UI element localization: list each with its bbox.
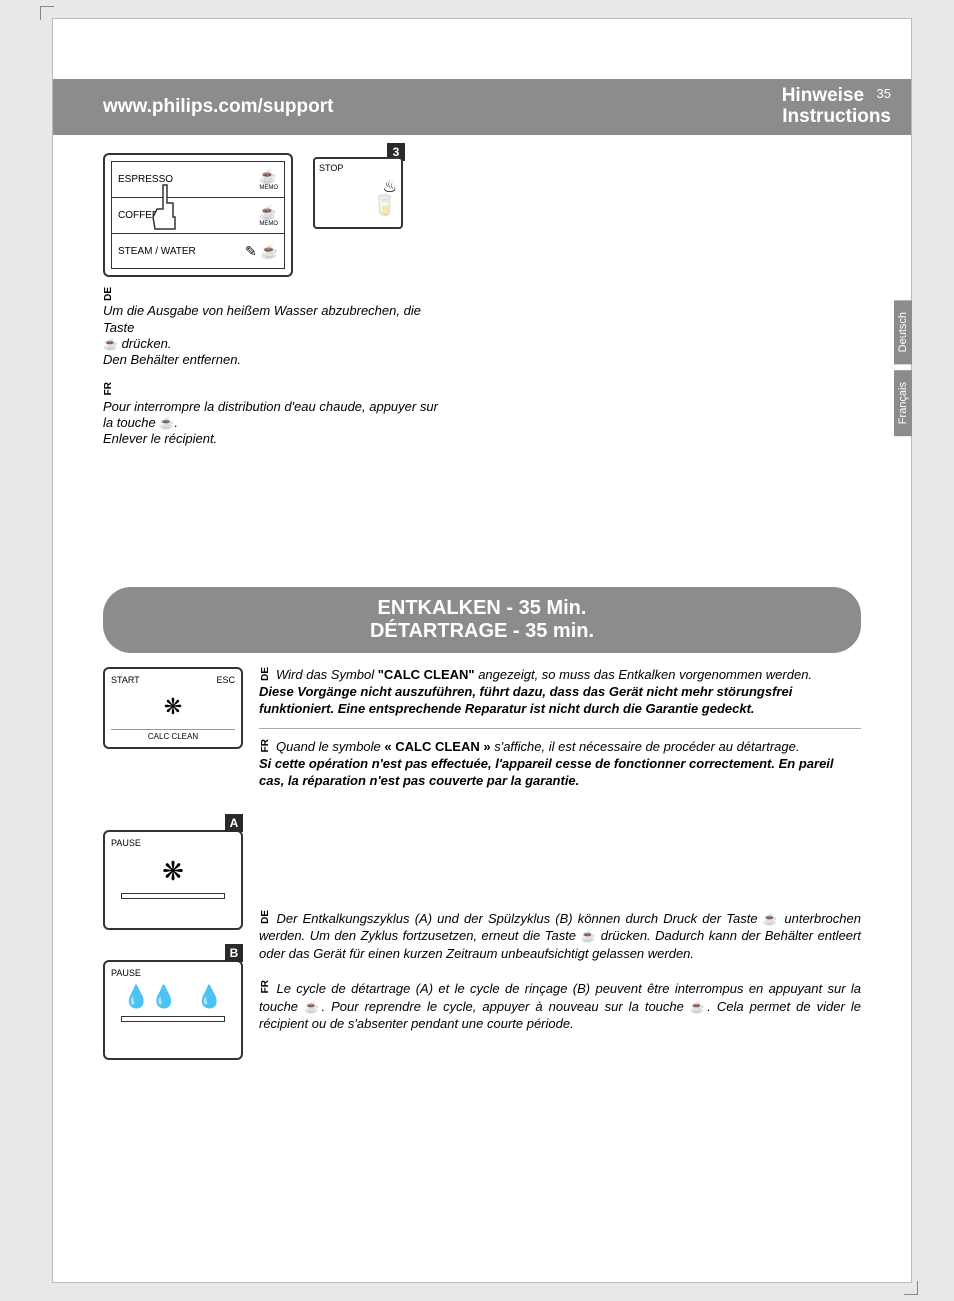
lang-badge-fr: FR: [259, 739, 272, 752]
espresso-button[interactable]: ESPRESSO ☕MEMO: [111, 161, 285, 197]
memo-label: MEMO: [259, 221, 278, 227]
steam-label: STEAM / WATER: [118, 246, 196, 257]
machine-screen: ESPRESSO ☕MEMO COFFEE ☕MEMO STEAM / WATE…: [103, 153, 293, 277]
caption-text: Den Behälter entfernen.: [103, 352, 241, 367]
banner-de: ENTKALKEN - 35 Min.: [103, 597, 861, 620]
lang-badge-de: DE: [259, 910, 273, 924]
stop-label: STOP: [319, 163, 397, 173]
language-side-tabs: Deutsch Français: [894, 300, 912, 443]
badge-b: B: [225, 944, 243, 962]
desc-text: s'affiche, il est nécessaire de procéder…: [491, 739, 800, 754]
memo-label: MEMO: [259, 185, 278, 191]
lang-badge-de: DE: [259, 667, 272, 681]
header-bar: www.philips.com/support Hinweise 35 Inst…: [53, 79, 911, 135]
pause-screen-b: B PAUSE 💧💧 💧: [103, 960, 243, 1060]
caption-text: la touche: [103, 415, 156, 430]
pause-text-fr: FR Le cycle de détartrage (A) et le cycl…: [259, 980, 861, 1033]
cup-icon: ☕: [103, 337, 118, 351]
pause-label[interactable]: PAUSE: [111, 838, 235, 848]
caption-text: Pour interrompre la distribution d'eau c…: [103, 399, 438, 414]
progress-bar: [121, 1016, 225, 1022]
header-title-en: Instructions: [782, 106, 891, 127]
calc-clean-label: CALC CLEAN: [111, 729, 235, 741]
lang-badge-fr: FR: [259, 980, 273, 993]
pause-section: A PAUSE ❋ B PAUSE 💧💧 💧 DE: [103, 830, 861, 1060]
caption-text: Um die Ausgabe von heißem Wasser abzubre…: [103, 303, 421, 334]
desc-text: angezeigt, so muss das Entkalken vorgeno…: [475, 667, 812, 682]
lang-badge-fr: FR: [103, 382, 116, 395]
cup-icon: ☕MEMO: [259, 168, 278, 191]
cup-icon: 🥛: [319, 193, 397, 218]
steam-water-button[interactable]: STEAM / WATER ✎ ☕: [111, 233, 285, 269]
pause-screen-a: A PAUSE ❋: [103, 830, 243, 930]
step-3-block: ESPRESSO ☕MEMO COFFEE ☕MEMO STEAM / WATE…: [103, 153, 861, 277]
calc-clean-row: START ESC ❋ CALC CLEAN DE Wird das Symbo…: [103, 667, 861, 789]
esc-label[interactable]: ESC: [216, 675, 235, 685]
header-title-de: Hinweise: [782, 85, 864, 106]
start-label[interactable]: START: [111, 675, 140, 685]
page: www.philips.com/support Hinweise 35 Inst…: [0, 0, 954, 1301]
desc-warning: Si cette opération n'est pas effectuée, …: [259, 756, 834, 788]
step3-caption-de: DE Um die Ausgabe von heißem Wasser abzu…: [103, 287, 443, 368]
cup-icon: ☕MEMO: [259, 204, 278, 227]
desc-warning: Diese Vorgänge nicht auszuführen, führt …: [259, 684, 792, 716]
pause-screens: A PAUSE ❋ B PAUSE 💧💧 💧: [103, 830, 243, 1060]
crop-mark-br: [904, 1281, 918, 1295]
calc-desc-de: DE Wird das Symbol "CALC CLEAN" angezeig…: [259, 667, 861, 718]
badge-a: A: [225, 814, 243, 832]
progress-bar: [121, 893, 225, 899]
desc-text: Quand le symbole: [276, 739, 384, 754]
gear-icon: ❋: [111, 856, 235, 887]
cup-icon: ☕: [304, 1000, 321, 1014]
coffee-button[interactable]: COFFEE ☕MEMO: [111, 197, 285, 233]
desc-bold: « CALC CLEAN »: [384, 739, 490, 754]
calc-desc-fr: FR Quand le symbole « CALC CLEAN » s'aff…: [259, 739, 861, 790]
header-url: www.philips.com/support: [103, 96, 333, 118]
page-inner: www.philips.com/support Hinweise 35 Inst…: [52, 18, 912, 1283]
steam-icon: ✎ ☕: [245, 243, 278, 260]
divider: [259, 728, 861, 729]
desc-text: Wird das Symbol: [276, 667, 378, 682]
cup-icon: ☕: [581, 929, 597, 943]
caption-text: Enlever le récipient.: [103, 431, 217, 446]
gear-icon: ❋: [111, 694, 235, 720]
desc-bold: "CALC CLEAN": [378, 667, 475, 682]
descaling-banner: ENTKALKEN - 35 Min. DÉTARTRAGE - 35 min.: [103, 587, 861, 653]
caption-text: drücken.: [122, 336, 172, 351]
drops-icon: 💧💧 💧: [111, 984, 235, 1010]
step3-caption-fr: FR Pour interrompre la distribution d'ea…: [103, 382, 443, 447]
side-tab-de[interactable]: Deutsch: [894, 300, 912, 364]
cup-icon: ☕: [690, 1000, 707, 1014]
cup-icon: ☕: [763, 912, 779, 926]
header-right: Hinweise 35 Instructions: [782, 86, 891, 128]
pointing-finger-icon: [143, 181, 187, 241]
stop-screen: STOP ♨ 🥛: [313, 157, 403, 229]
cup-icon: ☕: [159, 416, 174, 430]
pause-text-de: DE Der Entkalkungszyklus (A) und der Spü…: [259, 910, 861, 963]
pause-label[interactable]: PAUSE: [111, 968, 235, 978]
side-tab-fr[interactable]: Français: [894, 370, 912, 436]
pause-text-block: DE Der Entkalkungszyklus (A) und der Spü…: [259, 910, 861, 1051]
calc-clean-screen: START ESC ❋ CALC CLEAN: [103, 667, 243, 749]
page-number: 35: [877, 86, 891, 101]
lang-badge-de: DE: [103, 287, 116, 301]
content-area: ESPRESSO ☕MEMO COFFEE ☕MEMO STEAM / WATE…: [53, 153, 911, 1060]
banner-fr: DÉTARTRAGE - 35 min.: [103, 620, 861, 643]
